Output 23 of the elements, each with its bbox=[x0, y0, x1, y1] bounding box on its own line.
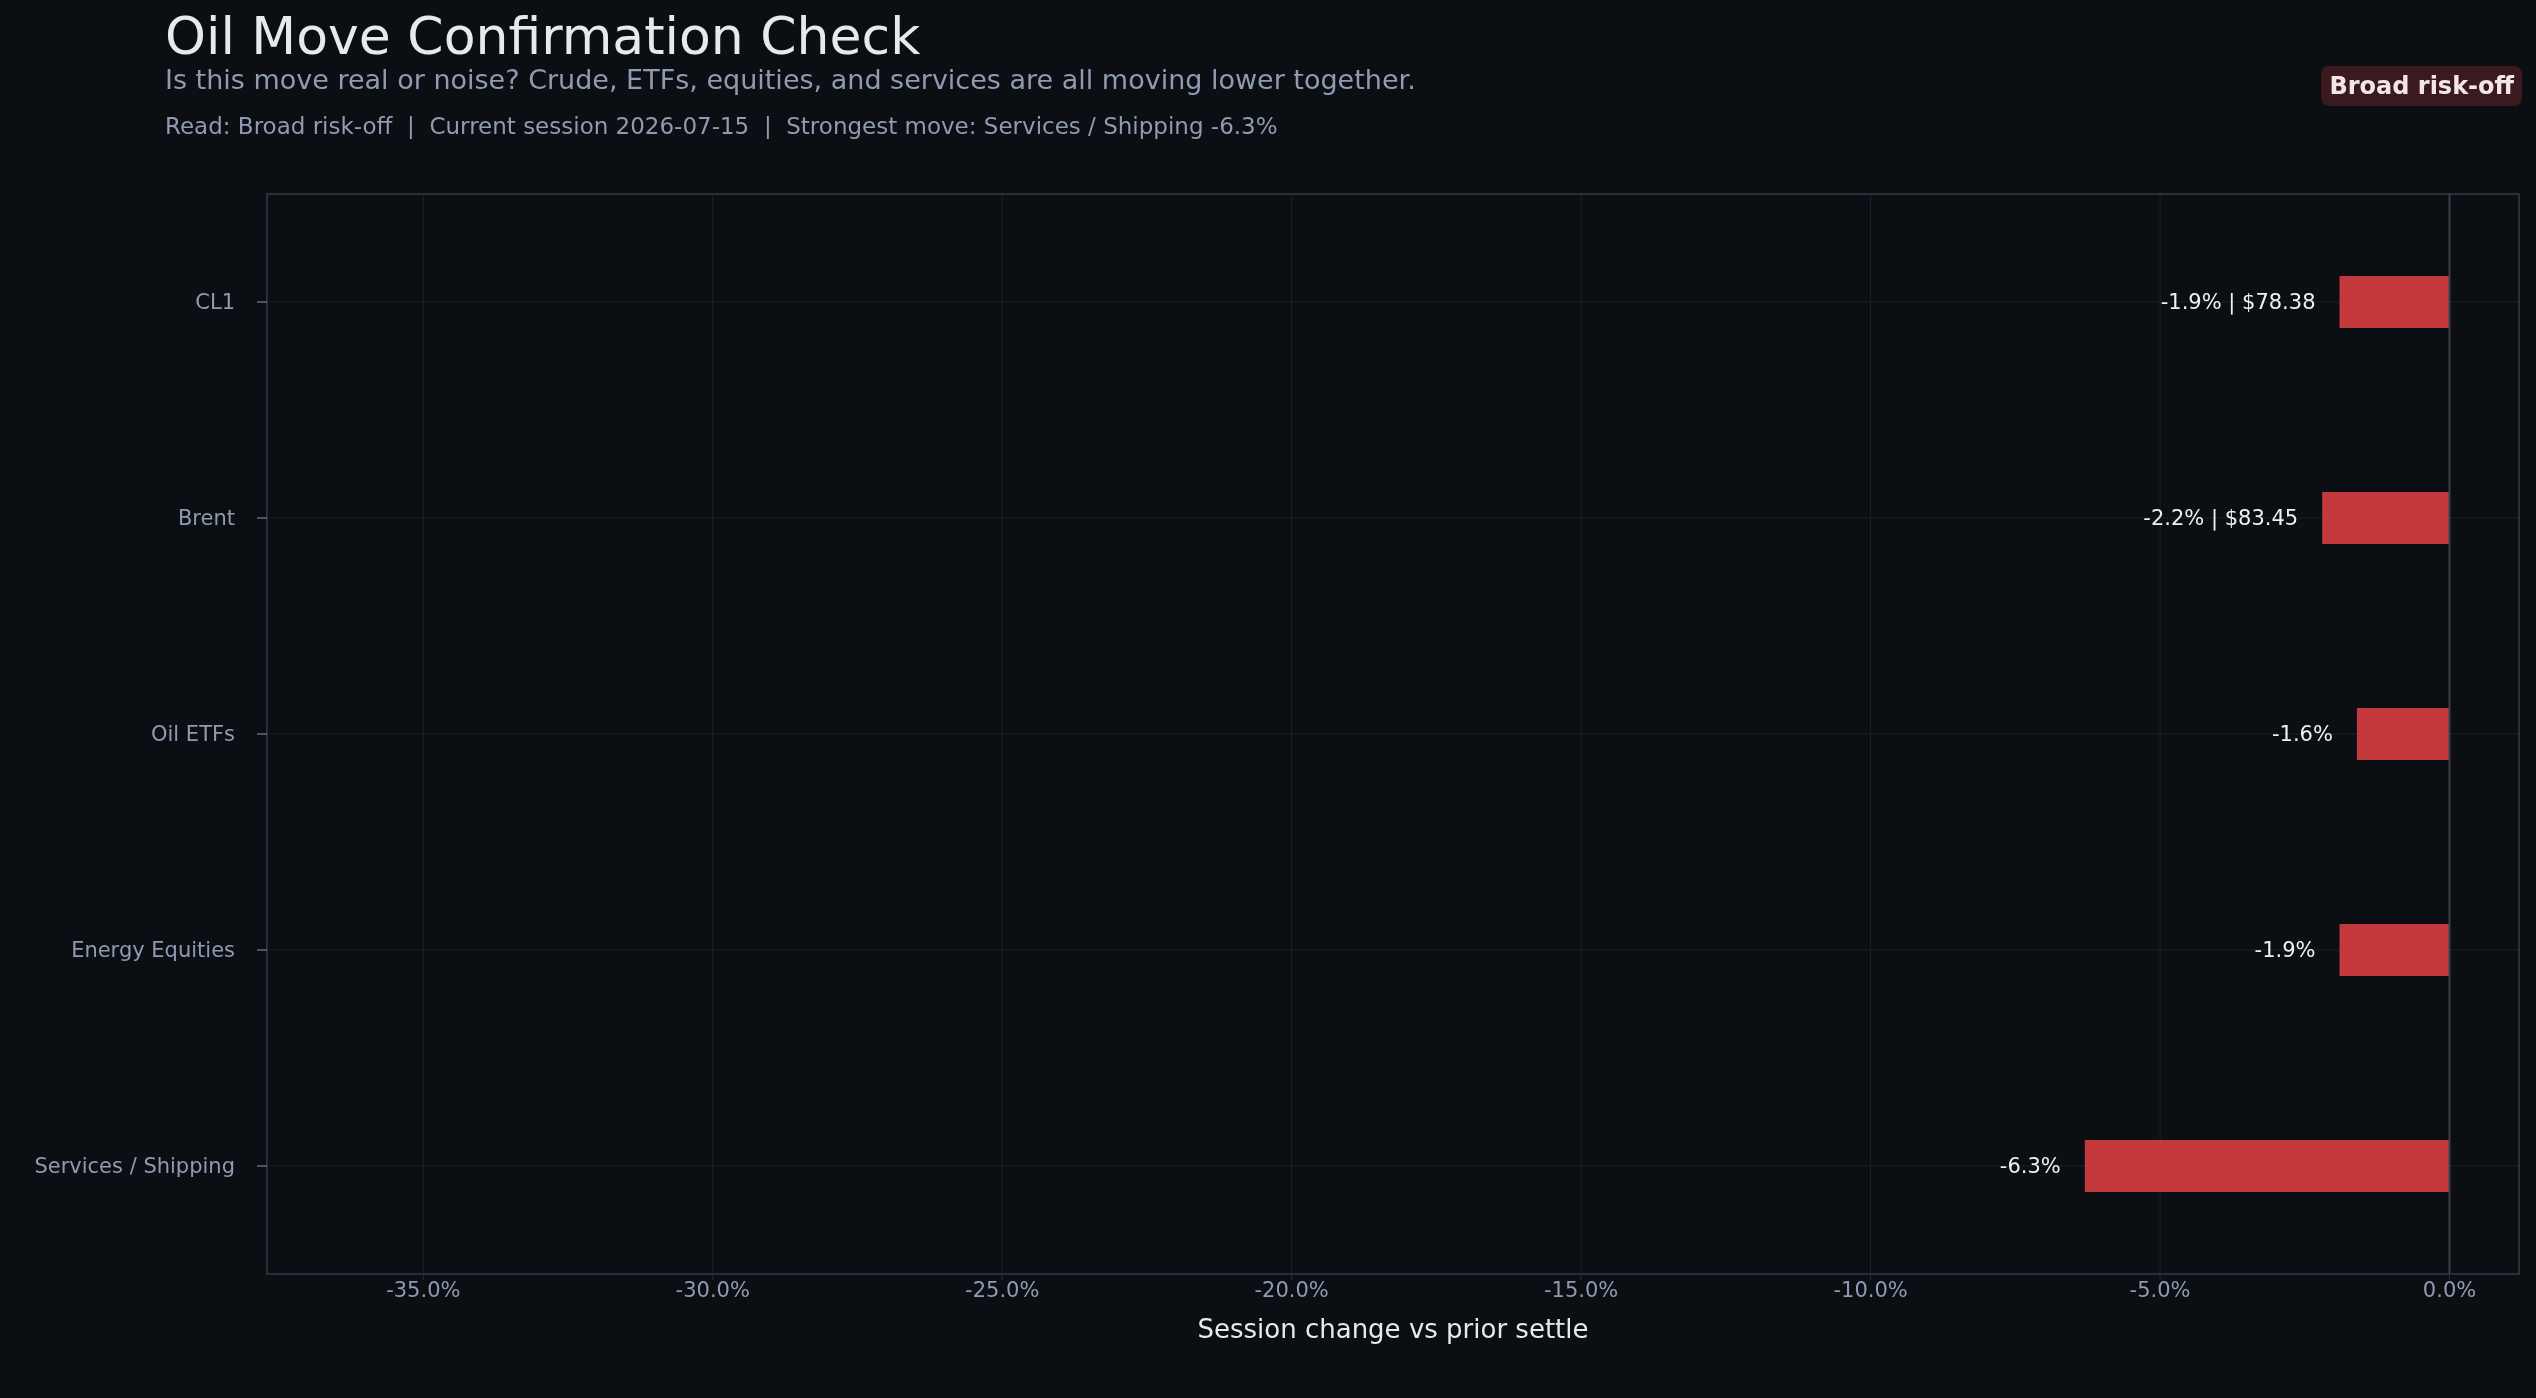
x-tick-label: 0.0% bbox=[2422, 1277, 2477, 1302]
text: Broad risk-off bbox=[2321, 66, 2522, 106]
data-label: -2.2% | $83.45 bbox=[2143, 506, 2299, 532]
x-tick-label: -5.0% bbox=[2129, 1277, 2191, 1302]
y-tick-label: Services / Shipping bbox=[34, 1154, 235, 1179]
y-tick-label: Brent bbox=[177, 506, 235, 531]
x-tick-label: -10.0% bbox=[1833, 1277, 1908, 1302]
data-label: -1.9% | $78.38 bbox=[2160, 290, 2316, 316]
text: Read: Broad risk-off | Current session 2026-07-15 | Strongest move: Services / Shipping -6.3% bbox=[165, 113, 1278, 139]
x-tick-label: -35.0% bbox=[386, 1277, 461, 1302]
data-label: -1.9% bbox=[2254, 938, 2316, 963]
x-tick-label: -20.0% bbox=[1254, 1277, 1329, 1302]
y-tick-label: Energy Equities bbox=[71, 938, 235, 963]
y-tick-label: Oil ETFs bbox=[151, 722, 235, 747]
x-tick-label: -30.0% bbox=[675, 1277, 750, 1302]
x-axis-title: Session change vs prior settle bbox=[1197, 1314, 1589, 1344]
chart-title: Oil Move Confirmation Check bbox=[165, 6, 921, 66]
data-label: -6.3% bbox=[1999, 1154, 2061, 1179]
chart-subtitle: Is this move real or noise? Crude, ETFs, equities, and services are all moving lower together. bbox=[165, 64, 1416, 95]
x-tick-label: -25.0% bbox=[965, 1277, 1040, 1302]
x-tick-label: -15.0% bbox=[1544, 1277, 1619, 1302]
y-tick-label: CL1 bbox=[195, 290, 235, 315]
data-label: -1.6% bbox=[2271, 722, 2333, 747]
